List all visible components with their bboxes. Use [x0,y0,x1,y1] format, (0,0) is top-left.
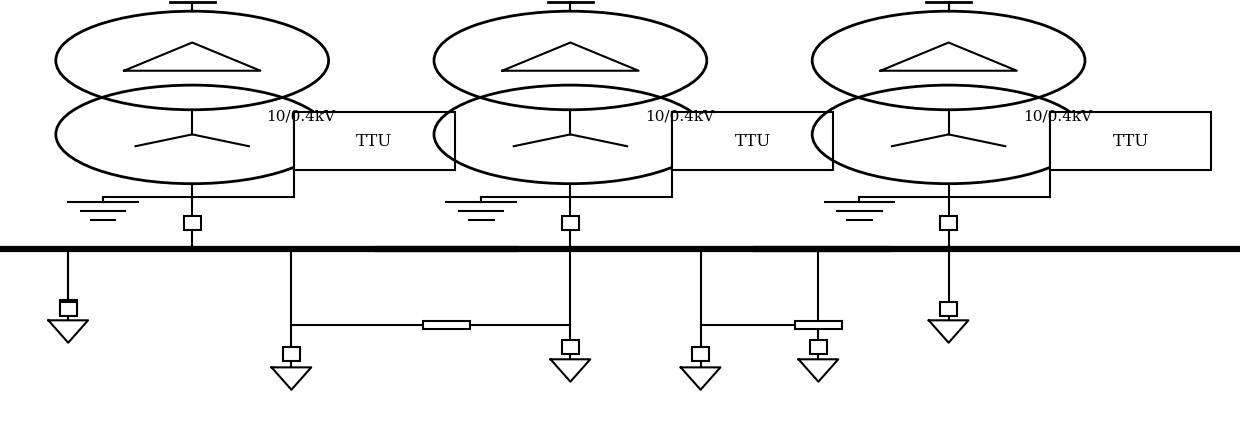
FancyBboxPatch shape [283,347,300,361]
FancyBboxPatch shape [562,340,579,354]
FancyBboxPatch shape [795,321,842,329]
FancyBboxPatch shape [940,302,957,316]
FancyBboxPatch shape [692,347,709,361]
Text: 10/0.4kV: 10/0.4kV [1023,109,1092,124]
FancyBboxPatch shape [294,112,455,170]
Text: 10/0.4kV: 10/0.4kV [267,109,336,124]
Text: TTU: TTU [356,133,393,150]
Text: TTU: TTU [1112,133,1149,150]
Text: TTU: TTU [734,133,771,150]
FancyBboxPatch shape [184,216,201,230]
Text: 10/0.4kV: 10/0.4kV [645,109,714,124]
FancyBboxPatch shape [810,340,827,354]
FancyBboxPatch shape [940,216,957,230]
FancyBboxPatch shape [60,300,77,314]
FancyBboxPatch shape [60,302,77,316]
FancyBboxPatch shape [423,321,470,329]
FancyBboxPatch shape [562,216,579,230]
FancyBboxPatch shape [1050,112,1211,170]
FancyBboxPatch shape [672,112,833,170]
